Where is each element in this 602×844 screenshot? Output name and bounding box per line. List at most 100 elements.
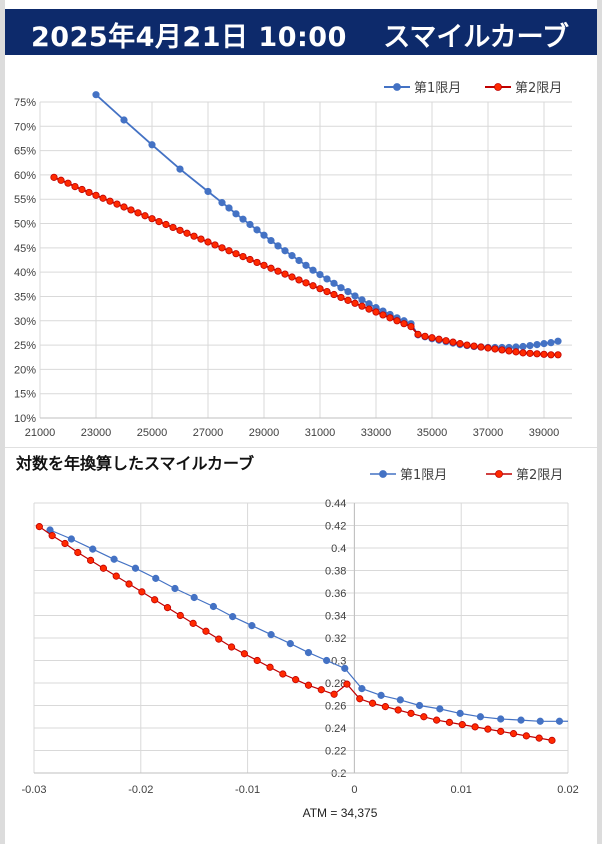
x-tick-label: 35000 [417, 427, 448, 439]
series-2-point [266, 663, 274, 671]
series-1-point [323, 656, 331, 665]
series-1-point [304, 649, 313, 657]
series-1-point [218, 199, 226, 207]
series-2-point [330, 290, 338, 299]
series-2-point [211, 241, 219, 249]
atm-label: ATM = 34,375 [303, 806, 378, 820]
series-1-point [246, 220, 254, 229]
series-1-point [341, 664, 349, 672]
series-2-point [295, 276, 303, 284]
series-2-point [421, 332, 429, 340]
series-1-point [351, 292, 359, 300]
series-1-point [260, 231, 268, 239]
series-2-point [78, 185, 86, 194]
series-1-point [67, 535, 75, 543]
x-tick-label: 29000 [249, 427, 280, 439]
series-2-point [87, 556, 95, 564]
series-1-point [209, 602, 218, 611]
series-2-point [526, 349, 534, 357]
series-1-point [286, 640, 294, 648]
chart-separator [5, 447, 597, 448]
series-2-point [365, 305, 373, 313]
y-tick-label: 50% [14, 219, 36, 231]
legend-label: 第1限月 [400, 468, 447, 483]
series-1-point [554, 337, 562, 345]
series-line-1 [49, 529, 560, 722]
series-1-point [176, 165, 184, 173]
series-1-point [248, 622, 256, 630]
y-tick-label: 35% [14, 291, 36, 303]
series-2-point [253, 656, 261, 665]
series-2-point [125, 580, 133, 588]
series-2-point [113, 200, 121, 208]
series-2-point [407, 323, 415, 331]
series-2-point [225, 247, 233, 255]
series-2-point [471, 723, 479, 731]
series-1-point [377, 691, 385, 699]
series-2-point [35, 523, 43, 531]
series-2-point [497, 727, 505, 735]
series-2-point [456, 340, 464, 348]
series-2-point [85, 188, 93, 197]
series-1-point [253, 226, 261, 234]
series-2-point [509, 730, 518, 738]
series-1-point [229, 613, 237, 621]
series-1-point [288, 252, 296, 260]
series-2-point [288, 273, 296, 281]
series-1-point [476, 713, 485, 721]
series-2-point [358, 302, 366, 310]
series-2-point [386, 314, 394, 322]
series-2-point [134, 209, 142, 217]
page-frame [5, 0, 597, 844]
series-2-point [470, 342, 478, 350]
x-tick-label: -0.02 [128, 784, 153, 796]
header-title: スマイルカーブ [383, 22, 569, 53]
series-2-point [394, 706, 402, 714]
series-1-point [89, 545, 97, 553]
series-1-point [337, 284, 345, 292]
series-2-point [435, 335, 443, 343]
series-1-point [232, 210, 240, 218]
series-2-point [554, 351, 562, 359]
series-2-point [239, 252, 247, 261]
y-tick-label: 0.36 [325, 588, 346, 600]
series-2-point [151, 596, 159, 604]
series-1-point [267, 236, 275, 245]
series-1-point [344, 287, 352, 296]
legend-label: 第2限月 [515, 81, 562, 96]
legend-marker-1 [393, 83, 401, 91]
series-2-point [183, 229, 191, 237]
series-2-point [281, 270, 289, 278]
y-tick-label: 25% [14, 340, 36, 352]
y-tick-label: 0.44 [325, 498, 346, 510]
series-2-point [505, 347, 513, 355]
y-tick-label: 0.26 [325, 701, 346, 713]
series-2-point [372, 308, 380, 316]
series-2-point [176, 611, 184, 620]
series-1-point [204, 187, 212, 196]
series-2-point [50, 173, 58, 181]
series-2-point [535, 734, 543, 742]
y-tick-label: 10% [14, 413, 36, 425]
series-1-point [309, 266, 317, 274]
series-2-point [246, 255, 254, 264]
series-2-point [317, 686, 325, 694]
series-1-point [92, 91, 100, 99]
y-tick-label: 45% [14, 243, 36, 255]
series-2-point [498, 346, 506, 354]
series-2-point [274, 267, 282, 275]
series-2-point [74, 548, 82, 557]
y-tick-label: 75% [14, 97, 36, 109]
series-2-point [204, 238, 212, 246]
series-1-point [533, 340, 541, 349]
series-2-point [99, 564, 108, 572]
series-1-point [274, 242, 282, 250]
x-tick-label: 0 [351, 784, 357, 796]
series-2-point [232, 250, 240, 258]
y-tick-label: 0.38 [325, 566, 346, 578]
series-2-point [302, 279, 310, 287]
series-2-point [351, 299, 359, 307]
x-tick-label: 21000 [25, 427, 56, 439]
series-2-point [442, 337, 450, 345]
